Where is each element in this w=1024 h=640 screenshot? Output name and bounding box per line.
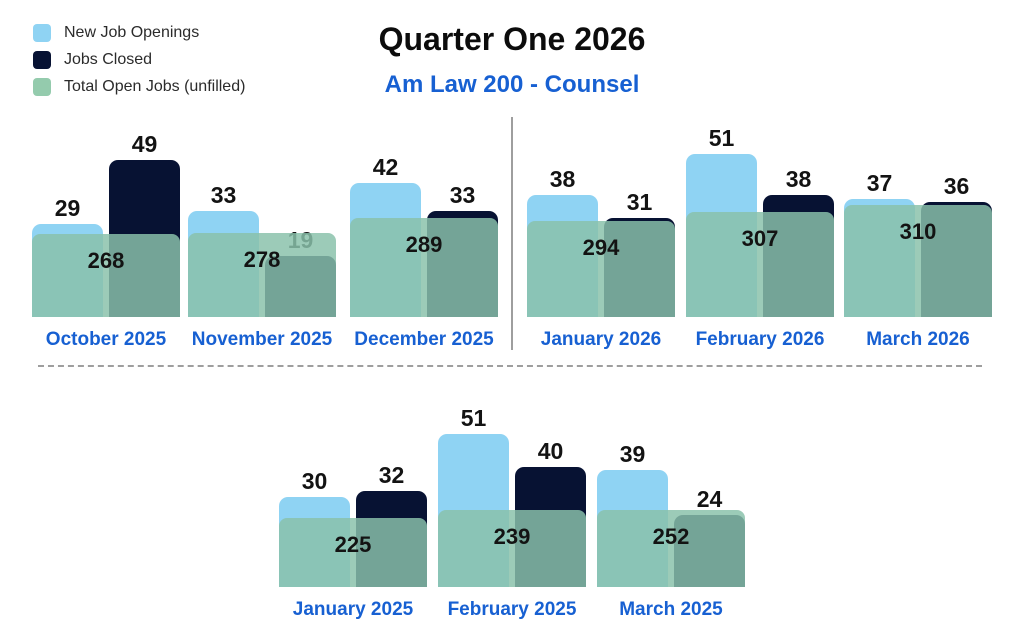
jobs-closed-value-label: 19 [287,227,314,253]
new-openings-bar [32,224,103,317]
jobs-closed-bar [109,160,180,317]
month-group: 37 36 310 [844,117,992,317]
new-openings-bar [438,434,509,587]
jobs-closed-swatch-icon [33,51,51,69]
new-openings-bar [527,195,598,317]
total-open-jobs-value-label: 289 [405,232,443,257]
jobs-closed-value-label: 38 [785,166,812,192]
total-open-jobs-bar [686,212,834,317]
total-open-jobs-bar [527,221,675,317]
year-divider-dashed-line [38,365,982,367]
total-open-jobs-bar [188,233,336,317]
new-openings-bar [844,199,915,317]
total-open-jobs-value-label: 307 [741,226,779,251]
total-open-jobs-value-label: 310 [899,219,937,244]
month-label: December 2025 [354,329,494,350]
month-label: January 2025 [292,599,414,620]
total-open-jobs-bar [438,510,586,587]
jobs-closed-bar [674,515,745,587]
total-open-jobs-value-label: 239 [493,524,531,549]
page-subtitle: Am Law 200 - Counsel [384,71,640,98]
new-openings-value-label: 38 [549,166,576,192]
jobs-closed-bar [515,467,586,587]
jobs-closed-value-label: 49 [131,131,158,157]
month-group: 38 31 294 [527,117,675,317]
new-openings-value-label: 39 [619,441,646,467]
jobs-closed-bar [604,218,675,317]
new-openings-bar [279,497,350,587]
total-open-jobs-value-label: 294 [582,235,620,260]
legend-label: Jobs Closed [64,51,153,68]
new-openings-value-label: 30 [301,468,328,494]
month-label: February 2026 [695,329,825,350]
total-open-jobs-value-label: 252 [652,524,690,549]
jobs-closed-value-label: 31 [626,189,653,215]
month-group: 42 33 289 [350,117,498,317]
jobs-closed-value-label: 40 [537,438,564,464]
total-open-jobs-value-label: 268 [87,248,125,273]
new-openings-bar [597,470,668,587]
jobs-closed-value-label: 24 [696,486,723,512]
month-label: February 2025 [447,599,577,620]
new-openings-bar [686,154,757,317]
month-label: March 2025 [619,599,723,620]
new-openings-value-label: 42 [372,154,399,180]
legend-item-jobs-closed: Jobs Closed [33,51,245,69]
page-title: Quarter One 2026 [378,21,646,57]
month-group: 29 49 268 [32,117,180,317]
month-group: 51 38 307 [686,117,834,317]
jobs-closed-bar [763,195,834,317]
chart-legend: New Job Openings Jobs Closed Total Open … [33,24,245,96]
new-openings-value-label: 29 [54,195,81,221]
legend-label: New Job Openings [64,24,200,41]
quarter-divider-line [511,117,513,350]
total-open-jobs-value-label: 225 [334,532,372,557]
jobs-closed-bar [356,491,427,587]
total-open-jobs-bar [350,218,498,317]
new-openings-value-label: 37 [866,170,893,196]
jobs-closed-value-label: 33 [449,182,476,208]
total-open-jobs-value-label: 278 [243,247,281,272]
jobs-closed-value-label: 32 [378,462,405,488]
new-openings-bar [188,211,259,317]
month-label: January 2026 [540,329,662,350]
legend-item-new-job-openings: New Job Openings [33,24,245,42]
new-openings-bar [350,183,421,317]
total-open-jobs-bar [32,234,180,317]
month-group: 39 24 252 [597,392,745,587]
legend-label: Total Open Jobs (unfilled) [64,78,246,95]
legend-item-total-open-jobs: Total Open Jobs (unfilled) [33,78,245,96]
jobs-closed-bar [427,211,498,317]
month-group: 33 19 278 [188,117,336,317]
month-label: October 2025 [45,329,167,350]
jobs-closed-value-label: 36 [943,173,970,199]
total-open-jobs-swatch-icon [33,78,51,96]
month-group: 51 40 239 [438,392,586,587]
month-label: November 2025 [191,329,333,350]
jobs-closed-bar [265,256,336,317]
month-label: March 2026 [866,329,970,350]
total-open-jobs-bar [597,510,745,587]
new-openings-value-label: 51 [460,405,487,431]
total-open-jobs-bar [844,205,992,317]
new-openings-value-label: 33 [210,182,237,208]
new-openings-value-label: 51 [708,125,735,151]
new-job-openings-swatch-icon [33,24,51,42]
month-group: 30 32 225 [279,392,427,587]
total-open-jobs-bar [279,518,427,587]
jobs-closed-bar [921,202,992,317]
